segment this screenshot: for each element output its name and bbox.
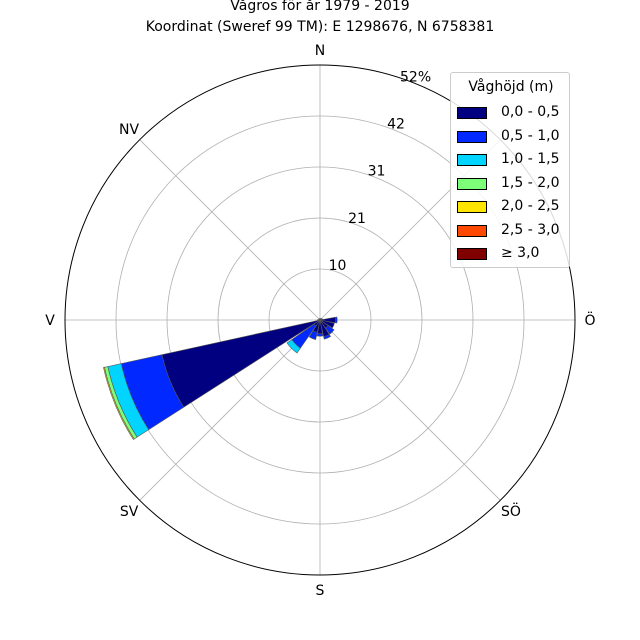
rose-bar-VSV-0 bbox=[161, 319, 321, 408]
radial-tick-label: 52% bbox=[400, 69, 431, 85]
direction-label-N: N bbox=[315, 43, 325, 59]
legend-swatch bbox=[457, 248, 487, 260]
direction-label-SV: SV bbox=[120, 504, 139, 520]
legend-swatch bbox=[457, 201, 487, 213]
legend-label: ≥ 3,0 bbox=[501, 245, 540, 261]
legend-swatch bbox=[457, 130, 487, 143]
rose-bar-NNV-0 bbox=[318, 318, 321, 321]
radial-gridline bbox=[268, 268, 372, 372]
direction-label-V: V bbox=[45, 313, 55, 329]
angular-gridline bbox=[139, 139, 321, 321]
radial-tick-label: 21 bbox=[348, 211, 366, 227]
legend-label: 1,0 - 1,5 bbox=[501, 151, 560, 167]
legend-swatch bbox=[457, 224, 487, 237]
rose-bar-S-1 bbox=[316, 333, 324, 337]
legend-label: 2,5 - 3,0 bbox=[501, 221, 560, 238]
radial-tick-label: 31 bbox=[368, 164, 386, 180]
radial-gridline bbox=[115, 115, 525, 525]
radial-tick-label: 10 bbox=[329, 258, 347, 274]
angular-gridline bbox=[139, 319, 321, 501]
radial-gridline bbox=[217, 217, 423, 423]
chart-subtitle: Koordinat (Sweref 99 TM): E 1298676, N 6… bbox=[145, 19, 495, 35]
rose-bar-SÖ-1 bbox=[325, 325, 335, 335]
rose-bars bbox=[103, 316, 338, 440]
legend-swatch bbox=[457, 154, 487, 166]
direction-label-S: S bbox=[316, 583, 325, 599]
polar-frame bbox=[64, 64, 576, 576]
rose-bar-SV-2 bbox=[286, 339, 301, 354]
rose-bar-VSV-4 bbox=[103, 366, 135, 440]
direction-label-NV: NV bbox=[119, 122, 139, 138]
legend-label: 1,5 - 2,0 bbox=[501, 174, 560, 191]
axis-labels: 10 21 31 42 52% N Ö SÖ S SV V NV bbox=[45, 43, 595, 599]
rose-bar-SSV-1 bbox=[308, 330, 318, 340]
legend-title: Våghöjd (m) bbox=[468, 79, 554, 95]
legend-swatch bbox=[457, 107, 487, 119]
rose-bar-ÖSÖ-0 bbox=[319, 319, 335, 329]
chart-title: Vågros för år 1979 - 2019 bbox=[230, 0, 410, 14]
radial-tick-label: 42 bbox=[387, 117, 405, 133]
legend-label: 0,5 - 1,0 bbox=[501, 127, 560, 144]
rose-bar-SSÖ-1 bbox=[323, 334, 331, 340]
legend-label: 2,0 - 2,5 bbox=[501, 198, 560, 214]
rose-bar-Ö-1 bbox=[335, 316, 338, 324]
legend-swatch bbox=[457, 177, 487, 190]
legend: Våghöjd (m) 0,0 - 0,5 0,5 - 1,0 1,0 - 1,5 1… bbox=[450, 72, 570, 268]
angular-gridline bbox=[319, 319, 501, 501]
direction-label-Ö: Ö bbox=[584, 311, 595, 329]
radial-gridline bbox=[166, 166, 474, 474]
legend-label: 0,0 - 0,5 bbox=[501, 104, 560, 120]
direction-label-SÖ: SÖ bbox=[501, 502, 521, 520]
